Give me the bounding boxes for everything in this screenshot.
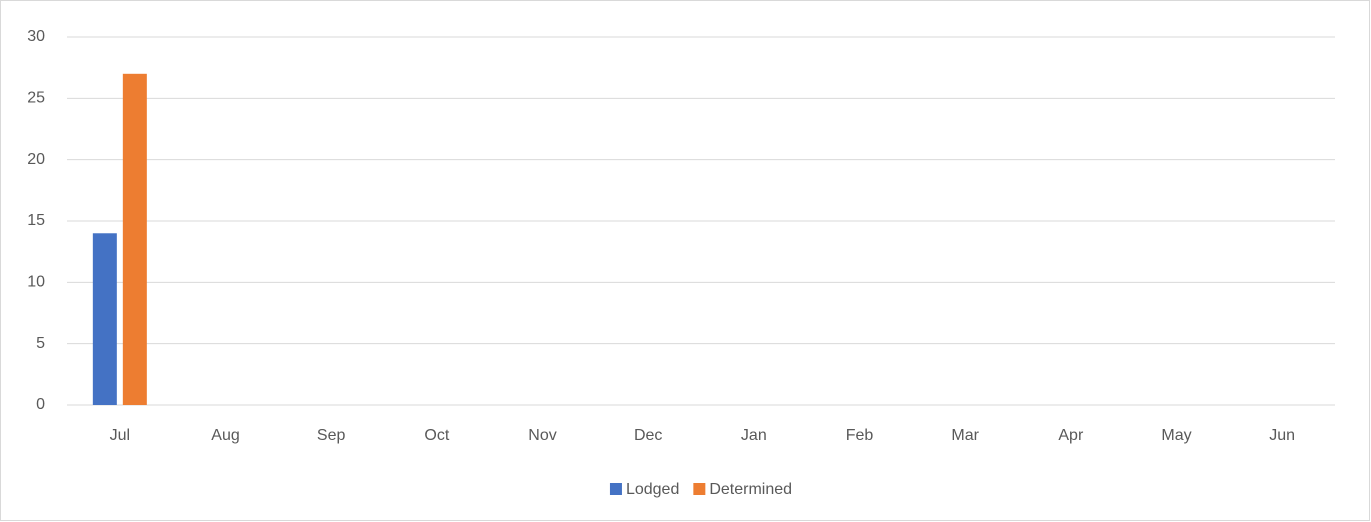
x-tick-label: Jun [1269, 427, 1295, 444]
x-tick-label: Dec [634, 427, 662, 444]
x-tick-label: Apr [1058, 427, 1084, 444]
y-tick-label: 10 [27, 274, 45, 291]
y-tick-label: 20 [27, 151, 45, 168]
legend-swatch [609, 483, 622, 495]
x-tick-label: Nov [528, 427, 556, 444]
y-tick-label: 25 [27, 90, 45, 107]
x-tick-label: Feb [846, 427, 874, 444]
x-tick-label: Jul [110, 427, 130, 444]
bar [122, 73, 147, 406]
y-tick-label: 15 [27, 212, 45, 229]
x-tick-label: Sep [317, 427, 346, 444]
bar [92, 233, 117, 405]
x-tick-label: May [1161, 427, 1191, 444]
y-tick-label: 5 [36, 335, 45, 352]
legend-label: Lodged [626, 481, 679, 498]
x-tick-label: Jan [741, 427, 767, 444]
y-tick-label: 30 [27, 28, 45, 45]
legend-label: Determined [709, 481, 792, 498]
y-tick-label: 0 [36, 396, 45, 413]
x-tick-label: Oct [424, 427, 449, 444]
x-tick-label: Aug [211, 427, 239, 444]
x-tick-label: Mar [951, 427, 979, 444]
legend-swatch [693, 483, 706, 495]
